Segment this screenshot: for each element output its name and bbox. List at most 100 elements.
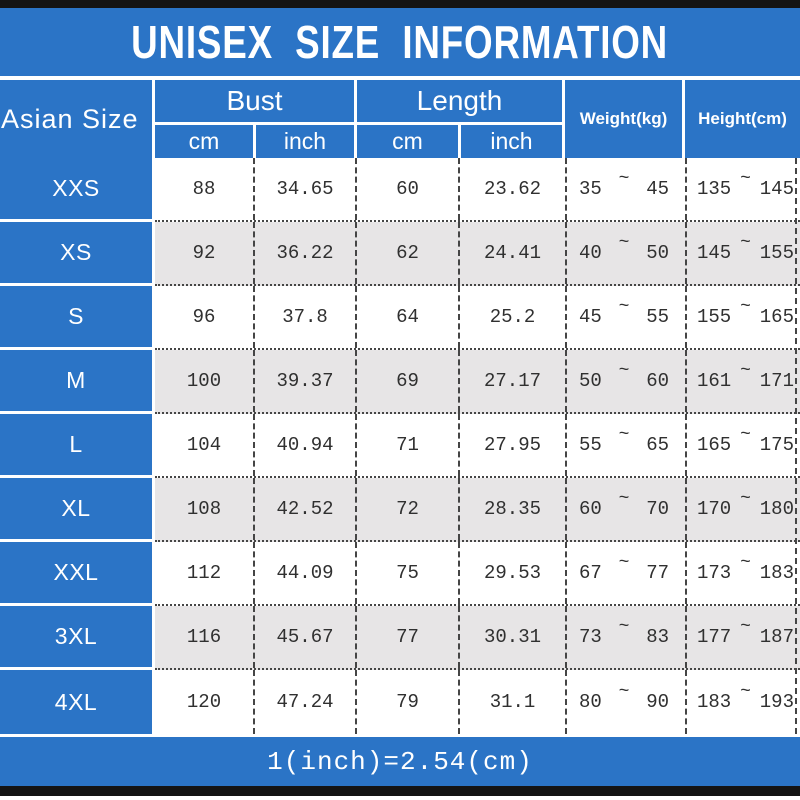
row-cells: 100 39.37 69 27.17 50 ~ 60 161 ~ 171	[155, 350, 800, 414]
weight-max: 55	[646, 306, 669, 328]
table-row: L 104 40.94 71 27.95 55 ~ 65 165 ~ 175	[0, 414, 800, 478]
header-divider	[253, 125, 256, 158]
height-max: 187	[759, 626, 794, 648]
tilde-separator: ~	[618, 682, 630, 702]
header-divider	[152, 80, 155, 158]
bust-cm-value: 96	[155, 286, 255, 348]
weight-range: 60 ~ 70	[567, 478, 687, 540]
height-min: 155	[697, 306, 732, 328]
length-inch-value: 25.2	[460, 286, 567, 348]
page-title: UNISEX SIZE INFORMATION	[131, 16, 669, 68]
weight-range: 55 ~ 65	[567, 414, 687, 476]
header-height: Height(cm)	[685, 80, 800, 158]
size-label: XL	[0, 478, 155, 542]
header-length-inch: inch	[461, 125, 562, 158]
tilde-separator: ~	[618, 617, 630, 637]
weight-max: 60	[646, 370, 669, 392]
length-cm-value: 79	[357, 670, 460, 734]
table-row: 4XL 120 47.24 79 31.1 80 ~ 90 183 ~ 193	[0, 670, 800, 734]
weight-min: 73	[579, 626, 602, 648]
size-label: 3XL	[0, 606, 155, 670]
bust-cm-value: 112	[155, 542, 255, 604]
header-weight: Weight(kg)	[565, 80, 682, 158]
height-min: 145	[697, 242, 732, 264]
weight-min: 40	[579, 242, 602, 264]
header-divider	[682, 80, 685, 158]
header-bust-inch: inch	[256, 125, 354, 158]
weight-max: 50	[646, 242, 669, 264]
height-range: 177 ~ 187	[687, 606, 800, 668]
length-inch-value: 28.35	[460, 478, 567, 540]
tilde-separator: ~	[740, 682, 751, 702]
tilde-separator: ~	[618, 297, 630, 317]
height-min: 161	[697, 370, 732, 392]
weight-max: 45	[646, 178, 669, 200]
bust-inch-value: 44.09	[255, 542, 357, 604]
length-cm-value: 77	[357, 606, 460, 668]
header-divider	[354, 80, 357, 158]
row-cells: 92 36.22 62 24.41 40 ~ 50 145 ~ 155	[155, 222, 800, 286]
weight-range: 40 ~ 50	[567, 222, 687, 284]
bust-cm-value: 88	[155, 158, 255, 220]
weight-max: 90	[646, 691, 669, 713]
table-row: XL 108 42.52 72 28.35 60 ~ 70 170 ~ 180	[0, 478, 800, 542]
height-min: 170	[697, 498, 732, 520]
weight-min: 60	[579, 498, 602, 520]
height-max: 193	[759, 691, 794, 713]
height-min: 135	[697, 178, 732, 200]
bust-inch-value: 37.8	[255, 286, 357, 348]
row-cells: 120 47.24 79 31.1 80 ~ 90 183 ~ 193	[155, 670, 800, 734]
size-label: XS	[0, 222, 155, 286]
height-max: 180	[759, 498, 794, 520]
weight-min: 45	[579, 306, 602, 328]
height-min: 165	[697, 434, 732, 456]
weight-max: 65	[646, 434, 669, 456]
length-cm-value: 75	[357, 542, 460, 604]
height-min: 173	[697, 562, 732, 584]
tilde-separator: ~	[740, 489, 751, 509]
weight-max: 83	[646, 626, 669, 648]
bust-cm-value: 104	[155, 414, 255, 476]
size-label: XXS	[0, 158, 155, 222]
header-group-bust: Bust cm inch	[155, 80, 354, 158]
height-min: 177	[697, 626, 732, 648]
header-bust-label: Bust	[155, 80, 354, 122]
row-cells: 88 34.65 60 23.62 35 ~ 45 135 ~ 145	[155, 158, 800, 222]
top-black-bar	[0, 0, 800, 8]
height-range: 183 ~ 193	[687, 670, 800, 734]
bust-cm-value: 108	[155, 478, 255, 540]
length-inch-value: 23.62	[460, 158, 567, 220]
length-inch-value: 30.31	[460, 606, 567, 668]
length-inch-value: 24.41	[460, 222, 567, 284]
header-divider	[155, 122, 354, 125]
table-row: 3XL 116 45.67 77 30.31 73 ~ 83 177 ~ 187	[0, 606, 800, 670]
length-cm-value: 69	[357, 350, 460, 412]
weight-min: 50	[579, 370, 602, 392]
weight-range: 80 ~ 90	[567, 670, 687, 734]
row-cells: 112 44.09 75 29.53 67 ~ 77 173 ~ 183	[155, 542, 800, 606]
height-range: 155 ~ 165	[687, 286, 800, 348]
height-range: 145 ~ 155	[687, 222, 800, 284]
tilde-separator: ~	[618, 425, 630, 445]
table-row: XS 92 36.22 62 24.41 40 ~ 50 145 ~ 155	[0, 222, 800, 286]
tilde-separator: ~	[618, 553, 630, 573]
weight-min: 67	[579, 562, 602, 584]
table-right-rule	[795, 158, 797, 734]
tilde-separator: ~	[740, 425, 751, 445]
weight-range: 67 ~ 77	[567, 542, 687, 604]
size-label: XXL	[0, 542, 155, 606]
tilde-separator: ~	[740, 617, 751, 637]
header-divider	[562, 80, 565, 158]
header-length-label: Length	[357, 80, 562, 122]
footer-note: 1(inch)=2.54(cm)	[267, 746, 533, 777]
bust-inch-value: 36.22	[255, 222, 357, 284]
length-cm-value: 60	[357, 158, 460, 220]
bust-cm-value: 116	[155, 606, 255, 668]
length-cm-value: 71	[357, 414, 460, 476]
height-max: 145	[759, 178, 794, 200]
bust-inch-value: 40.94	[255, 414, 357, 476]
tilde-separator: ~	[618, 169, 630, 189]
tilde-separator: ~	[618, 361, 630, 381]
header-asian-size: Asian Size	[0, 80, 152, 158]
